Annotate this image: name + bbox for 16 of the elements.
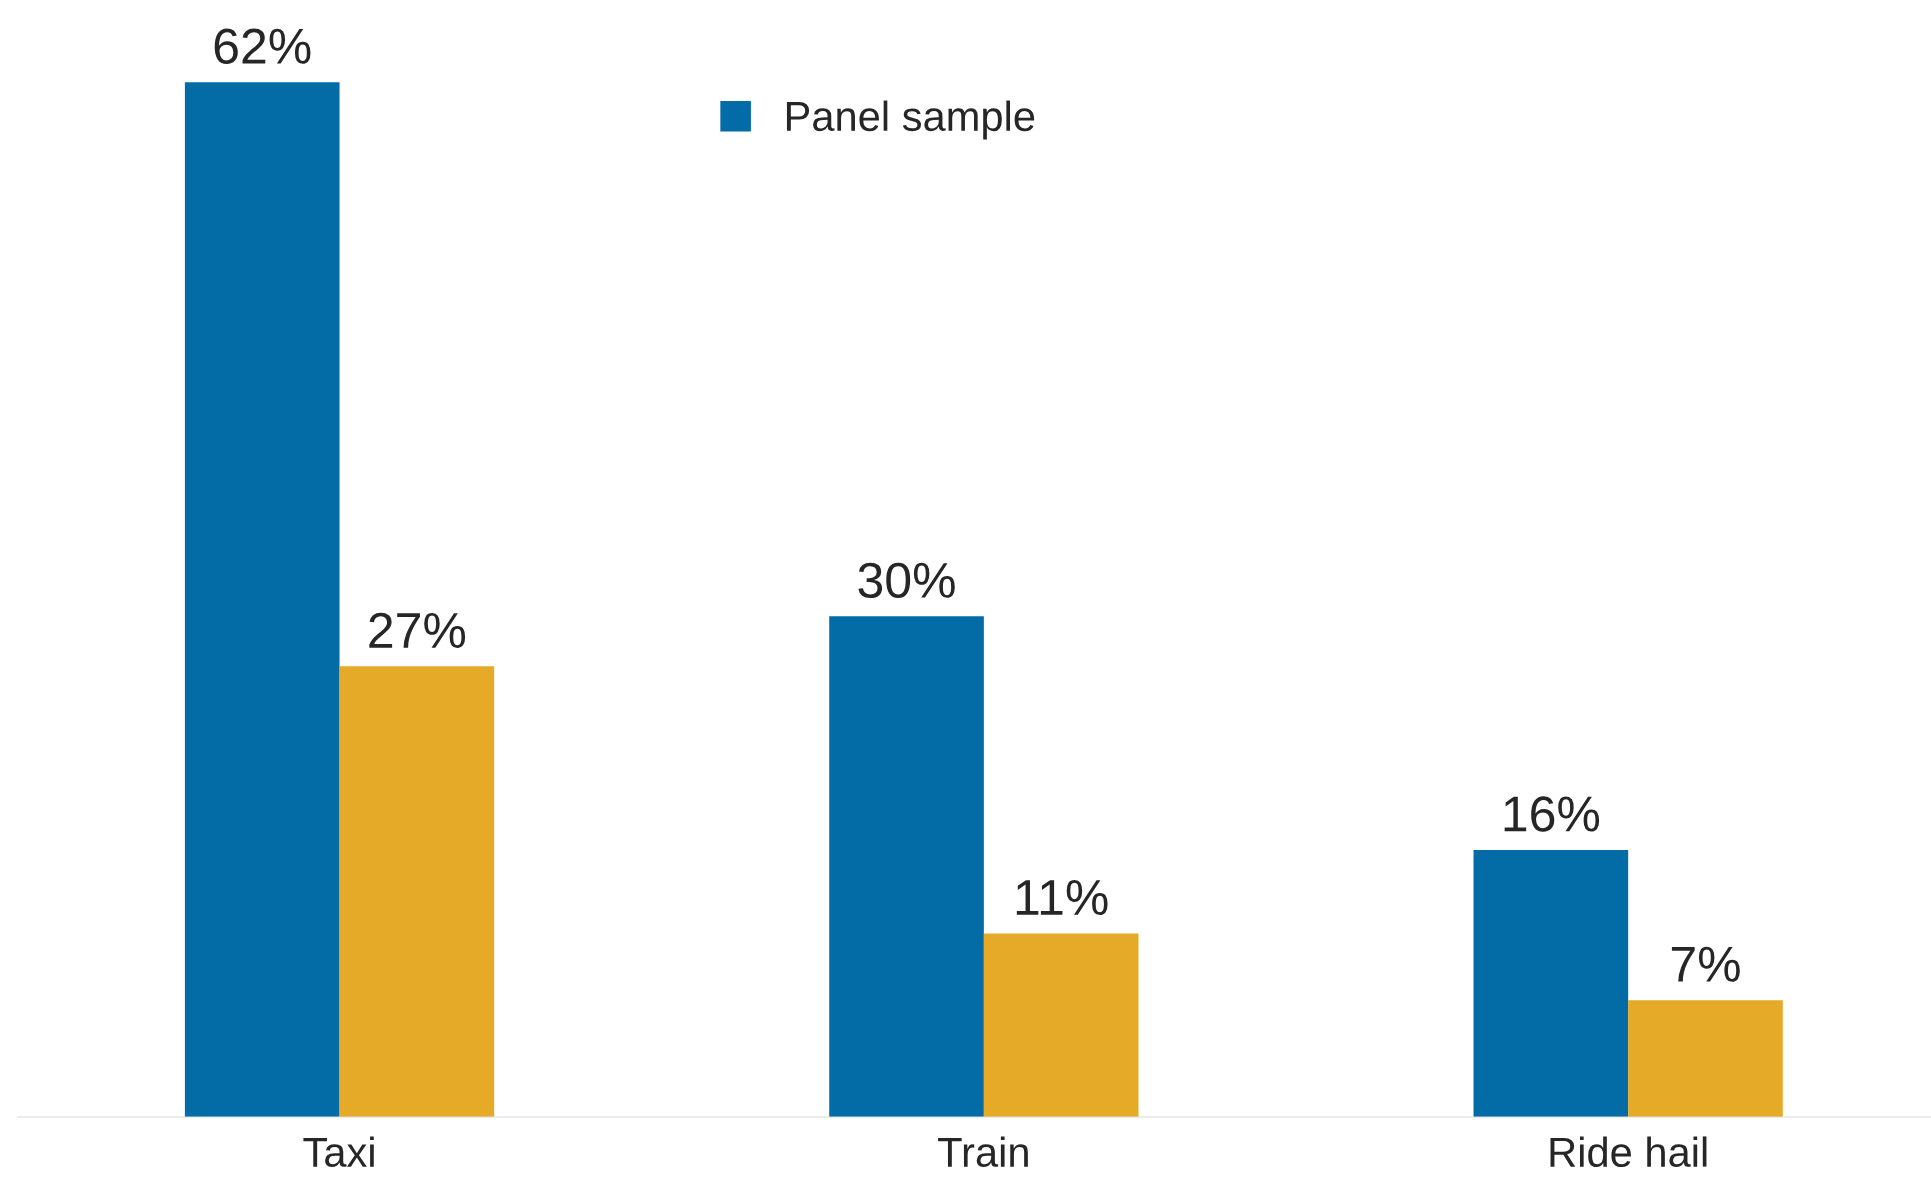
data-label: 30% bbox=[858, 562, 955, 599]
data-label: 11% bbox=[1016, 879, 1108, 915]
x-tick-label: Train bbox=[938, 1136, 1028, 1168]
x-tick-label: Ride hail bbox=[1550, 1136, 1707, 1168]
data-label: 27% bbox=[369, 612, 466, 648]
data-label: 7% bbox=[1671, 946, 1740, 982]
data-label: 62% bbox=[214, 28, 311, 64]
bar bbox=[1473, 849, 1629, 1117]
bar bbox=[829, 616, 984, 1117]
x-tick-label: Taxi bbox=[303, 1136, 374, 1168]
bar bbox=[983, 933, 1139, 1117]
data-label: 16% bbox=[1504, 796, 1600, 832]
bar bbox=[184, 82, 340, 1117]
legend-label: Panel sample bbox=[786, 100, 1035, 140]
bar bbox=[1628, 1000, 1783, 1117]
bar bbox=[339, 666, 495, 1117]
